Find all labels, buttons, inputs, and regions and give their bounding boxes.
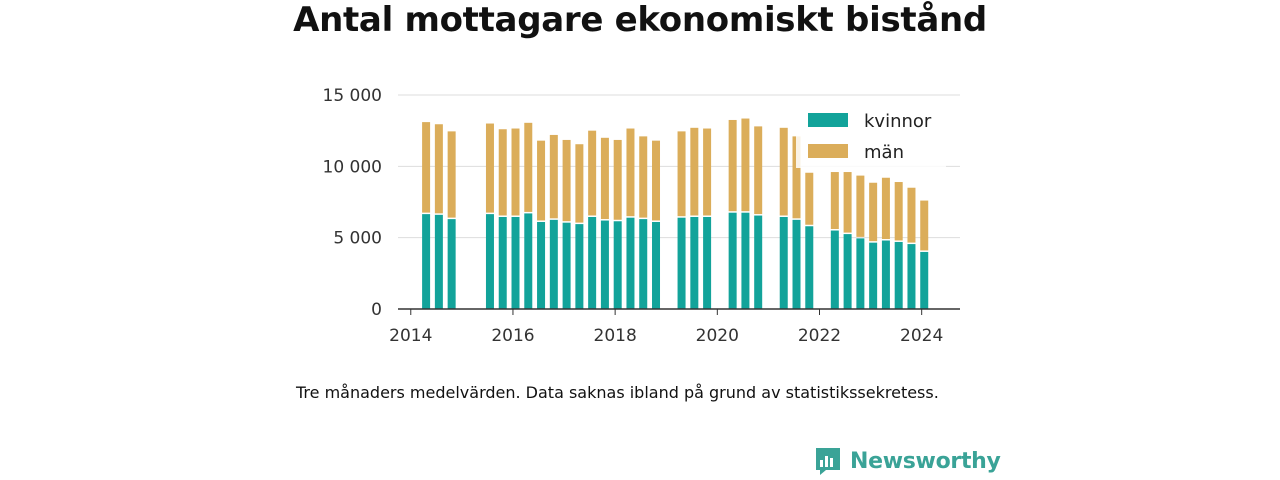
- bar-kvinnor: [652, 221, 661, 309]
- legend-swatch: [808, 144, 848, 158]
- bar-man: [626, 128, 635, 217]
- bar-man: [639, 136, 648, 218]
- bar-kvinnor: [907, 244, 916, 309]
- bar-man: [805, 172, 814, 225]
- y-tick-label: 15 000: [323, 86, 382, 106]
- bar-man: [562, 139, 571, 222]
- brand-name: Newsworthy: [850, 448, 1001, 474]
- bar-kvinnor: [537, 221, 546, 309]
- bar-man: [588, 130, 597, 216]
- bar-man: [447, 131, 456, 218]
- bar-kvinnor: [600, 220, 609, 309]
- legend-swatch: [808, 113, 848, 127]
- bar-kvinnor: [498, 216, 507, 309]
- bar-kvinnor: [690, 216, 699, 309]
- bar-kvinnor: [549, 219, 558, 309]
- bar-man: [856, 175, 865, 237]
- bar-kvinnor: [843, 234, 852, 309]
- bar-man: [485, 123, 494, 213]
- bar-chart-speech-bubble-icon: [816, 448, 840, 475]
- bar-man: [881, 177, 890, 240]
- brand-logo[interactable]: Newsworthy: [814, 444, 1001, 478]
- bar-man: [652, 140, 661, 221]
- bar-kvinnor: [881, 240, 890, 309]
- bar-kvinnor: [524, 213, 533, 309]
- axes: 0 5 000 10 000 15 000 2014 2016 2018 2020 2022 20…: [323, 86, 960, 346]
- bar-man: [920, 200, 929, 251]
- bar-kvinnor: [562, 222, 571, 309]
- bar-kvinnor: [920, 251, 929, 309]
- bars: [422, 118, 929, 309]
- x-tick-label: 2020: [696, 326, 739, 346]
- bar-kvinnor: [894, 241, 903, 309]
- bar-man: [498, 129, 507, 216]
- bar-man: [549, 134, 558, 219]
- bar-kvinnor: [754, 215, 763, 309]
- bar-man: [754, 126, 763, 215]
- bar-kvinnor: [639, 219, 648, 309]
- x-tick-label: 2016: [491, 326, 534, 346]
- legend-label: män: [864, 142, 904, 163]
- bar-man: [511, 128, 520, 216]
- legend-label: kvinnor: [864, 111, 932, 132]
- bar-kvinnor: [613, 221, 622, 309]
- bar-kvinnor: [805, 226, 814, 309]
- bar-kvinnor: [626, 217, 635, 309]
- bar-man: [677, 131, 686, 217]
- bar-man: [690, 127, 699, 216]
- bar-kvinnor: [575, 224, 584, 309]
- bar-kvinnor: [447, 219, 456, 309]
- bar-kvinnor: [434, 214, 443, 309]
- bar-man: [613, 139, 622, 220]
- bar-man: [537, 140, 546, 221]
- bar-man: [575, 144, 584, 223]
- y-tick-label: 5 000: [333, 229, 382, 249]
- bar-man: [600, 137, 609, 220]
- legend: kvinnor män: [796, 100, 946, 168]
- bar-kvinnor: [485, 214, 494, 309]
- bar-kvinnor: [703, 216, 712, 309]
- x-tick-label: 2022: [798, 326, 841, 346]
- bar-man: [894, 182, 903, 241]
- bar-kvinnor: [741, 212, 750, 309]
- bar-kvinnor: [792, 219, 801, 309]
- bar-man: [524, 122, 533, 212]
- bar-kvinnor: [588, 216, 597, 309]
- bar-man: [434, 124, 443, 214]
- x-tick-label: 2024: [900, 326, 943, 346]
- bar-man: [869, 182, 878, 242]
- bar-man: [741, 118, 750, 212]
- y-tick-label: 0: [371, 300, 382, 320]
- chart-title: Antal mottagare ekonomiskt bistånd: [293, 0, 987, 40]
- bar-man: [422, 122, 431, 213]
- bar-kvinnor: [677, 217, 686, 309]
- bar-kvinnor: [728, 212, 737, 309]
- bar-man: [907, 187, 916, 243]
- x-tick-label: 2018: [594, 326, 637, 346]
- bar-kvinnor: [869, 242, 878, 309]
- bar-kvinnor: [511, 216, 520, 309]
- y-tick-label: 10 000: [323, 157, 382, 177]
- bar-man: [728, 119, 737, 212]
- bar-man: [830, 172, 839, 230]
- bar-kvinnor: [779, 216, 788, 309]
- bar-kvinnor: [856, 238, 865, 309]
- bar-man: [703, 128, 712, 216]
- bar-kvinnor: [422, 214, 431, 309]
- chart-caption: Tre månaders medelvärden. Data saknas ib…: [296, 383, 939, 402]
- bar-man: [843, 172, 852, 233]
- bar-kvinnor: [830, 230, 839, 309]
- bar-man: [792, 136, 801, 219]
- x-tick-label: 2014: [389, 326, 432, 346]
- bar-man: [779, 127, 788, 216]
